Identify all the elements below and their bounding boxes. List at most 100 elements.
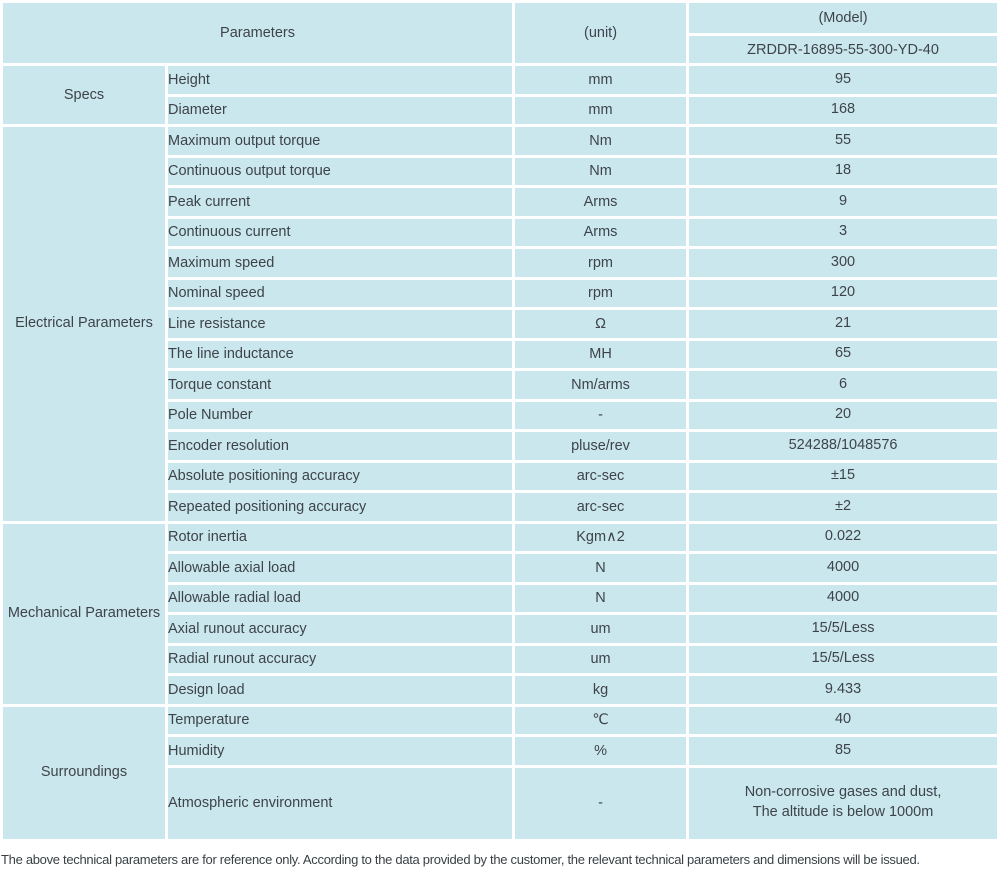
unit-header: (unit) [515, 3, 687, 63]
parameters-header: Parameters [3, 3, 513, 63]
param-cell: Radial runout accuracy [168, 645, 513, 673]
unit-cell: Kgm∧2 [515, 523, 687, 551]
param-cell: Continuous output torque [168, 157, 513, 185]
param-cell: Absolute positioning accuracy [168, 462, 513, 490]
table-row: Peak current Arms 9 [3, 188, 998, 216]
model-number: ZRDDR-16895-55-300-YD-40 [689, 36, 998, 63]
table-row: Continuous output torque Nm 18 [3, 157, 998, 185]
table-row: Allowable axial load N 4000 [3, 554, 998, 582]
table-row: Pole Number -20 [3, 401, 998, 429]
table-row: Humidity% 85 [3, 737, 998, 765]
param-cell: Height [168, 66, 513, 94]
table-row: Maximum speed rpm 300 [3, 249, 998, 277]
unit-cell: rpm [515, 279, 687, 307]
table-row: Allowable radial load N 4000 [3, 584, 998, 612]
section-label-electrical-parameters: Electrical Parameters [3, 127, 165, 521]
param-cell: Torque constant [168, 371, 513, 399]
unit-cell: MH [515, 340, 687, 368]
header-row-2: ZRDDR-16895-55-300-YD-40 [3, 36, 998, 63]
unit-cell: Arms [515, 218, 687, 246]
param-cell: The line inductance [168, 340, 513, 368]
unit-cell: Ω [515, 310, 687, 338]
unit-cell: um [515, 615, 687, 643]
param-cell: Pole Number [168, 401, 513, 429]
param-cell: Humidity [168, 737, 513, 765]
unit-cell: Nm/arms [515, 371, 687, 399]
param-cell: Temperature [168, 706, 513, 734]
table-row: Diameter mm 168 [3, 96, 998, 124]
param-cell: Nominal speed [168, 279, 513, 307]
table-row: Atmospheric environment - Non-corrosive ga… [3, 767, 998, 839]
param-cell: Encoder resolution [168, 432, 513, 460]
section-label-surroundings: Surroundings [3, 706, 165, 839]
value-cell: 21 [689, 310, 998, 338]
table-row: Absolute positioning accuracy arc-sec ±15 [3, 462, 998, 490]
param-cell: Maximum speed [168, 249, 513, 277]
table-row: Line resistance Ω 21 [3, 310, 998, 338]
value-cell: 85 [689, 737, 998, 765]
unit-cell: kg [515, 676, 687, 704]
value-cell: 95 [689, 66, 998, 94]
section-label-specs: Specs [3, 66, 165, 124]
value-cell: 4000 [689, 584, 998, 612]
unit-cell: rpm [515, 249, 687, 277]
unit-cell: Nm [515, 157, 687, 185]
param-cell: Continuous current [168, 218, 513, 246]
unit-cell: % [515, 737, 687, 765]
unit-cell: um [515, 645, 687, 673]
model-header: (Model) [689, 3, 998, 33]
value-cell: Non-corrosive gases and dust, The altitu… [689, 767, 998, 839]
param-cell: Rotor inertia [168, 523, 513, 551]
spec-table-body: Specs Height mm 95 Diameter mm 168 Electrical P… [3, 66, 998, 839]
param-cell: Repeated positioning accuracy [168, 493, 513, 521]
table-row: Continuous current Arms 3 [3, 218, 998, 246]
table-row: Surroundings Temperature ℃ 40 [3, 706, 998, 839]
unit-cell: arc-sec [515, 493, 687, 521]
unit-cell: arc-sec [515, 462, 687, 490]
table-row: Mechanical Parameters Rotor inertia Kgm∧2 0… [3, 523, 998, 704]
param-cell: Axial runout accuracy [168, 615, 513, 643]
value-cell: 15/5/Less [689, 645, 998, 673]
table-row: Specs Height mm 95 [3, 66, 998, 124]
table-row: Torque constant Nm/arms 6 [3, 371, 998, 399]
value-cell: 0.022 [689, 523, 998, 551]
table-row: Radial runout accuracy um 15/5/Less [3, 645, 998, 673]
value-cell: 40 [689, 706, 998, 734]
table-row: The line inductance MH 65 [3, 340, 998, 368]
value-cell: 6 [689, 371, 998, 399]
unit-cell: - [515, 767, 687, 839]
value-cell: ±15 [689, 462, 998, 490]
value-cell: 18 [689, 157, 998, 185]
value-cell: 55 [689, 127, 998, 155]
value-cell: 20 [689, 401, 998, 429]
value-cell: 524288/1048576 [689, 432, 998, 460]
param-cell: Allowable radial load [168, 584, 513, 612]
value-cell: 15/5/Less [689, 615, 998, 643]
table-row: Nominal speed rpm 120 [3, 279, 998, 307]
unit-cell: Arms [515, 188, 687, 216]
value-cell: 9 [689, 188, 998, 216]
param-cell: Allowable axial load [168, 554, 513, 582]
value-cell: 3 [689, 218, 998, 246]
value-cell: 65 [689, 340, 998, 368]
param-cell: Atmospheric environment [168, 767, 513, 839]
unit-cell: - [515, 401, 687, 429]
unit-cell: N [515, 584, 687, 612]
value-cell: 120 [689, 279, 998, 307]
param-cell: Design load [168, 676, 513, 704]
param-cell: Line resistance [168, 310, 513, 338]
value-cell: 300 [689, 249, 998, 277]
section-label-mechanical-parameters: Mechanical Parameters [3, 523, 165, 704]
header-row-1: Parameters (unit) (Model) [3, 3, 998, 63]
table-row: Repeated positioning accuracy arc-sec ±2 [3, 493, 998, 521]
spec-table-header: Parameters (unit) (Model) ZRDDR-16895-55… [3, 3, 998, 63]
value-cell: 9.433 [689, 676, 998, 704]
table-row: Axial runout accuracy um 15/5/Less [3, 615, 998, 643]
param-cell: Peak current [168, 188, 513, 216]
unit-cell: ℃ [515, 706, 687, 734]
unit-cell: N [515, 554, 687, 582]
unit-cell: pluse/rev [515, 432, 687, 460]
spec-table: Parameters (unit) (Model) ZRDDR-16895-55… [3, 3, 998, 839]
value-cell: 4000 [689, 554, 998, 582]
